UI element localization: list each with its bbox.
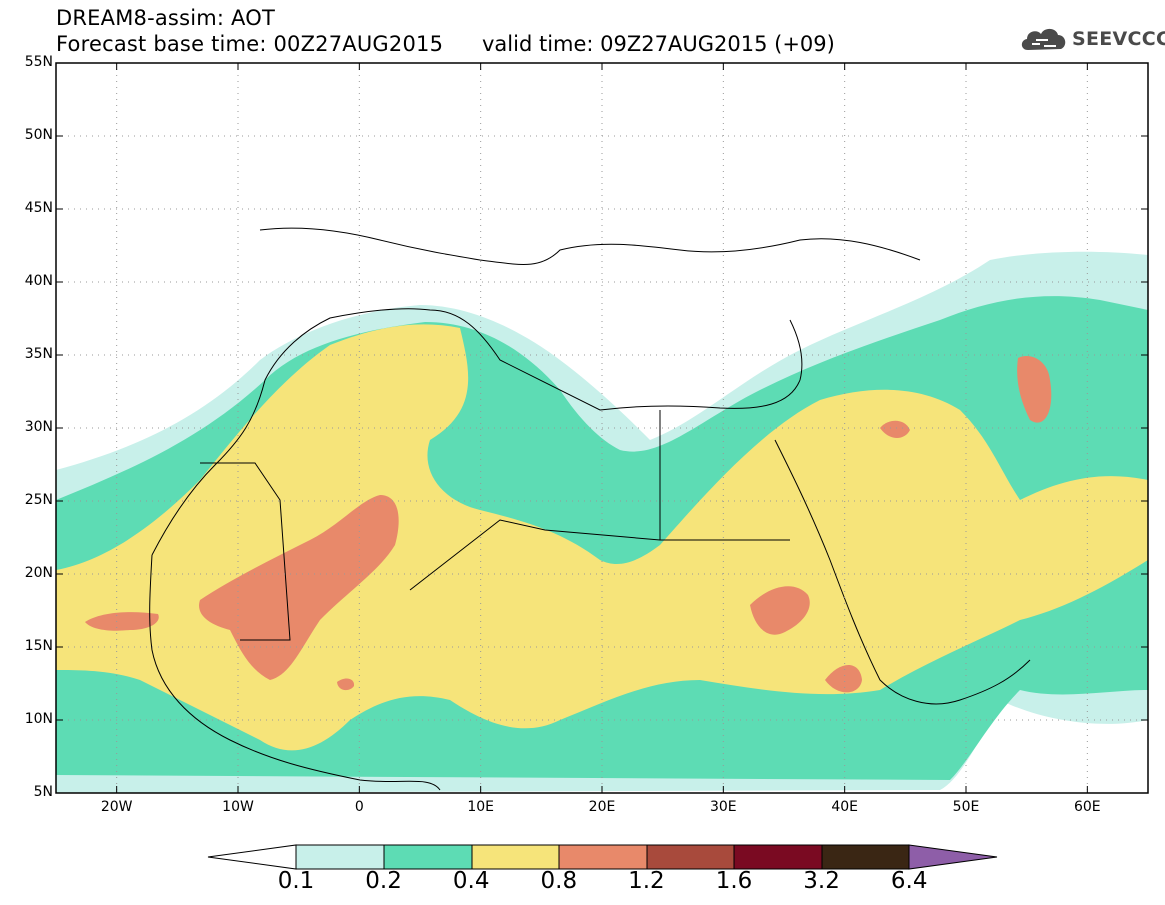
lon-label: 0	[354, 799, 364, 815]
colorbar-swatch-3	[471, 844, 560, 870]
lat-label: 15N	[24, 638, 53, 654]
colorbar	[207, 844, 998, 870]
axis-ticks	[56, 62, 1148, 794]
lon-label: 40E	[831, 799, 858, 815]
lat-label: 50N	[24, 127, 53, 143]
title-line-1: DREAM8-assim: AOT	[56, 6, 275, 30]
aot-band-0-8-a	[199, 495, 399, 680]
aot-band-0-8-f	[825, 665, 862, 693]
colorbar-swatch-1	[295, 844, 385, 870]
colorbar-swatch-4	[558, 844, 648, 870]
coastlines	[149, 227, 1031, 791]
valid-time: valid time: 09Z27AUG2015 (+09)	[482, 32, 835, 56]
colorbar-label: 1.6	[715, 868, 753, 894]
colorbar-label: 0.4	[452, 868, 490, 894]
lat-label: 25N	[24, 492, 53, 508]
lat-label: 55N	[24, 54, 53, 70]
lon-label: 20E	[588, 799, 616, 815]
lon-label: 30E	[709, 799, 737, 815]
lat-label: 40N	[24, 273, 53, 289]
aot-band-0-8-b	[85, 612, 159, 631]
colorbar-label: 0.8	[540, 868, 578, 894]
colorbar-label: 6.4	[890, 868, 928, 894]
lat-label: 45N	[24, 200, 53, 216]
colorbar-low-triangle	[207, 844, 297, 870]
colorbar-swatch-7	[821, 844, 910, 870]
colorbar-swatch-5	[646, 844, 735, 870]
lat-label: 35N	[24, 346, 53, 362]
cloud-icon	[1021, 28, 1066, 50]
colorbar-label: 0.2	[365, 868, 402, 894]
gridlines	[56, 63, 1148, 793]
aot-band-0-8-e	[1017, 356, 1052, 423]
lat-label: 20N	[24, 565, 53, 581]
lon-label: 60E	[1073, 799, 1101, 815]
lon-label: 10W	[222, 799, 254, 815]
colorbar-swatch-6	[733, 844, 823, 870]
logo-text: SEEVCCC	[1072, 28, 1165, 50]
lat-label: 5N	[33, 784, 53, 800]
lon-label: 20W	[100, 799, 133, 815]
seevccc-logo: SEEVCCC	[1018, 22, 1165, 56]
lon-label: 50E	[952, 799, 980, 815]
colorbar-swatch-2	[383, 844, 473, 870]
aot-band-0-8-c	[750, 586, 810, 635]
aot-band-0-8-g	[337, 678, 355, 691]
aot-band-0-4	[56, 324, 1148, 751]
colorbar-high-triangle	[908, 844, 998, 870]
aot-band-0-8-d	[880, 420, 910, 438]
colorbar-label: 1.2	[628, 868, 665, 894]
title-line-2: Forecast base time: 00Z27AUG2015	[56, 32, 444, 56]
lon-label: 10E	[467, 799, 494, 815]
lat-label: 10N	[24, 711, 53, 727]
colorbar-label: 0.1	[277, 868, 315, 894]
lat-label: 30N	[24, 419, 53, 435]
colorbar-label: 3.2	[803, 868, 840, 894]
